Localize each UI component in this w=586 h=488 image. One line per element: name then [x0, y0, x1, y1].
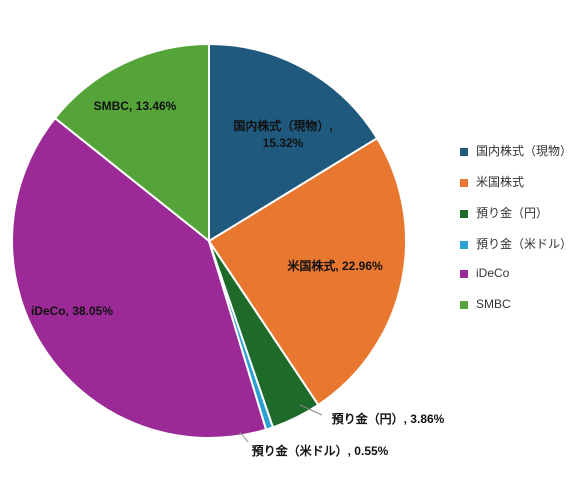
- legend-swatch: [460, 240, 468, 249]
- pie-slice: [207, 136, 407, 407]
- legend-swatch: [460, 269, 468, 278]
- legend-label: 預り金（円）: [476, 206, 549, 220]
- legend-label: iDeCo: [476, 266, 510, 280]
- legend-entry: iDeCo: [460, 266, 509, 280]
- leader-line: [239, 431, 249, 443]
- data-label: iDeCo, 38.05%: [30, 304, 114, 318]
- legend-swatch: [460, 300, 468, 309]
- legend-label: SMBC: [476, 297, 511, 311]
- legend-entry: SMBC: [460, 297, 511, 311]
- leader-line: [299, 404, 323, 416]
- legend-label: 国内株式（現物）: [476, 144, 573, 158]
- pie-slice: [208, 42, 379, 243]
- legend-entry: 預り金（円）: [460, 204, 548, 221]
- data-label: SMBC, 13.46%: [93, 99, 177, 113]
- legend-swatch: [460, 178, 468, 187]
- data-label: 米国株式, 22.96%: [287, 259, 383, 273]
- legend-swatch: [460, 147, 468, 156]
- data-label: 国内株式（現物）, 15.32%: [233, 119, 333, 150]
- data-label: 預り金（円）, 3.86%: [331, 412, 445, 426]
- legend-label: 米国株式: [476, 175, 525, 189]
- pie-slice: [11, 116, 268, 439]
- legend-label: 預り金（米ドル）: [476, 237, 573, 251]
- data-label: 預り金（米ドル）, 0.55%: [251, 444, 389, 458]
- legend-entry: 米国株式: [460, 173, 524, 190]
- legend-entry: 預り金（米ドル）: [460, 235, 572, 252]
- pie-slice: [53, 42, 210, 244]
- legend-swatch: [460, 209, 468, 218]
- legend-entry: 国内株式（現物）: [460, 142, 572, 159]
